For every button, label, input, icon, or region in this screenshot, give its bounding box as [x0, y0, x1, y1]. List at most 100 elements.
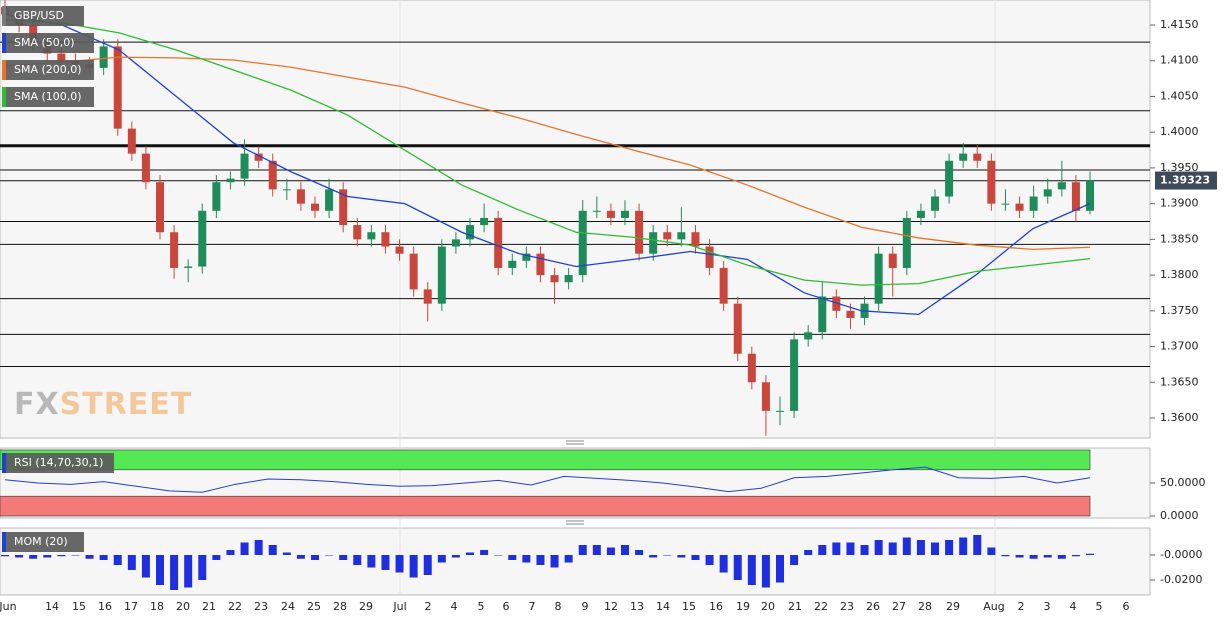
x-tick-label: 22 — [814, 600, 828, 613]
mom-bar — [1015, 555, 1024, 558]
mom-bar — [973, 535, 982, 555]
mom-bar — [635, 550, 644, 555]
mom-bar — [818, 545, 827, 555]
candle-body — [99, 46, 108, 68]
watermark: FXSTREET — [14, 387, 192, 422]
overbought-zone — [0, 449, 1091, 471]
mom-bar — [325, 555, 334, 556]
mom-bar — [71, 555, 80, 556]
mom-bar — [226, 550, 235, 555]
candle-body — [1057, 182, 1066, 190]
legend-item-swatch — [2, 87, 6, 107]
indicator-tag-swatch — [2, 453, 6, 473]
legend-item-box — [2, 87, 94, 107]
x-tick-label: 2 — [1018, 600, 1025, 613]
mom-bar — [945, 540, 954, 555]
candle-body — [832, 296, 841, 311]
resize-grip[interactable] — [566, 520, 584, 525]
x-tick-label: 6 — [1123, 600, 1130, 613]
x-tick-label: 27 — [892, 600, 906, 613]
x-tick-label: 24 — [281, 600, 295, 613]
candle-body — [691, 232, 700, 247]
mom-bar — [170, 555, 179, 590]
y-tick-label: 1.4150 — [1160, 18, 1199, 31]
candle-body — [1015, 203, 1024, 211]
x-tick-label: 2 — [425, 600, 432, 613]
mom-bar — [522, 555, 531, 563]
candle-body — [973, 153, 982, 161]
candle-body — [325, 189, 334, 211]
mom-bar — [494, 555, 503, 556]
mom-bar — [198, 555, 207, 580]
x-tick-label: 20 — [176, 600, 190, 613]
mom-bar — [409, 555, 418, 578]
resize-grip[interactable] — [566, 440, 584, 445]
candle-body — [578, 210, 587, 276]
mom-bar — [141, 555, 150, 578]
y-tick-label: 1.3700 — [1160, 340, 1199, 353]
candle-body — [381, 232, 390, 247]
mom-bar — [353, 555, 362, 565]
y-tick-label: 1.3750 — [1160, 304, 1199, 317]
mom-bar — [663, 555, 672, 556]
mom-bar — [1086, 553, 1094, 555]
x-tick-label: 29 — [359, 600, 373, 613]
candle-body — [480, 217, 489, 226]
candle-body — [296, 189, 305, 204]
candle-body — [761, 382, 770, 411]
candle-body — [846, 310, 855, 318]
x-tick-label: 16 — [98, 600, 112, 613]
x-tick-label: Jul — [392, 600, 406, 613]
x-tick-label: Jun — [0, 600, 17, 613]
mom-bar — [536, 555, 545, 565]
candle-body — [170, 232, 179, 268]
candle-body — [254, 153, 263, 161]
x-tick-label: Aug — [983, 600, 1004, 613]
candle-body — [987, 160, 996, 204]
mom-bar — [649, 555, 658, 558]
y-tick-label: 1.3600 — [1160, 411, 1199, 424]
candle-body — [466, 225, 474, 240]
candle-body — [240, 153, 249, 179]
mom-bar — [29, 555, 38, 559]
x-tick-label: 29 — [946, 600, 960, 613]
mom-bar — [437, 555, 446, 563]
mom-bar — [874, 540, 883, 555]
y-tick-label: 1.3800 — [1160, 268, 1199, 281]
candle-body — [663, 232, 672, 240]
mom-bar — [113, 555, 122, 565]
legend-item-box — [2, 60, 94, 80]
candle-body — [1086, 180, 1094, 211]
x-tick-label: 5 — [478, 600, 485, 613]
candle-body — [902, 217, 911, 268]
x-tick-label: 15 — [682, 600, 696, 613]
mom-bar — [1029, 555, 1038, 559]
candle-body — [536, 253, 545, 276]
candle-body — [1071, 182, 1080, 211]
legend-item-text: SMA (200,0) — [14, 63, 82, 76]
x-tick-label: 12 — [604, 600, 618, 613]
mom-bar — [592, 545, 601, 555]
price-panel — [0, 0, 1151, 439]
mom-bar — [705, 555, 714, 565]
mom-bar — [395, 555, 404, 573]
candle-body — [451, 239, 460, 247]
sma-line — [4, 13, 1091, 316]
x-tick-label: 28 — [333, 600, 347, 613]
candle-body — [311, 203, 319, 211]
x-tick-label: 17 — [124, 600, 138, 613]
x-tick-label: 26 — [866, 600, 880, 613]
candle-body — [1029, 196, 1038, 211]
mom-bar — [677, 555, 686, 558]
last-price-label: 1.39323 — [1160, 174, 1210, 187]
mom-bar — [240, 542, 249, 555]
sma-line — [4, 56, 1091, 251]
rsi-line — [4, 466, 1091, 493]
candle-body — [1043, 189, 1052, 197]
mom-bar — [15, 555, 24, 558]
x-tick-label: 14 — [45, 600, 59, 613]
x-tick-label: 16 — [709, 600, 723, 613]
sma-line — [4, 19, 1091, 286]
x-tick-label: 4 — [451, 600, 458, 613]
x-tick-label: 15 — [72, 600, 86, 613]
